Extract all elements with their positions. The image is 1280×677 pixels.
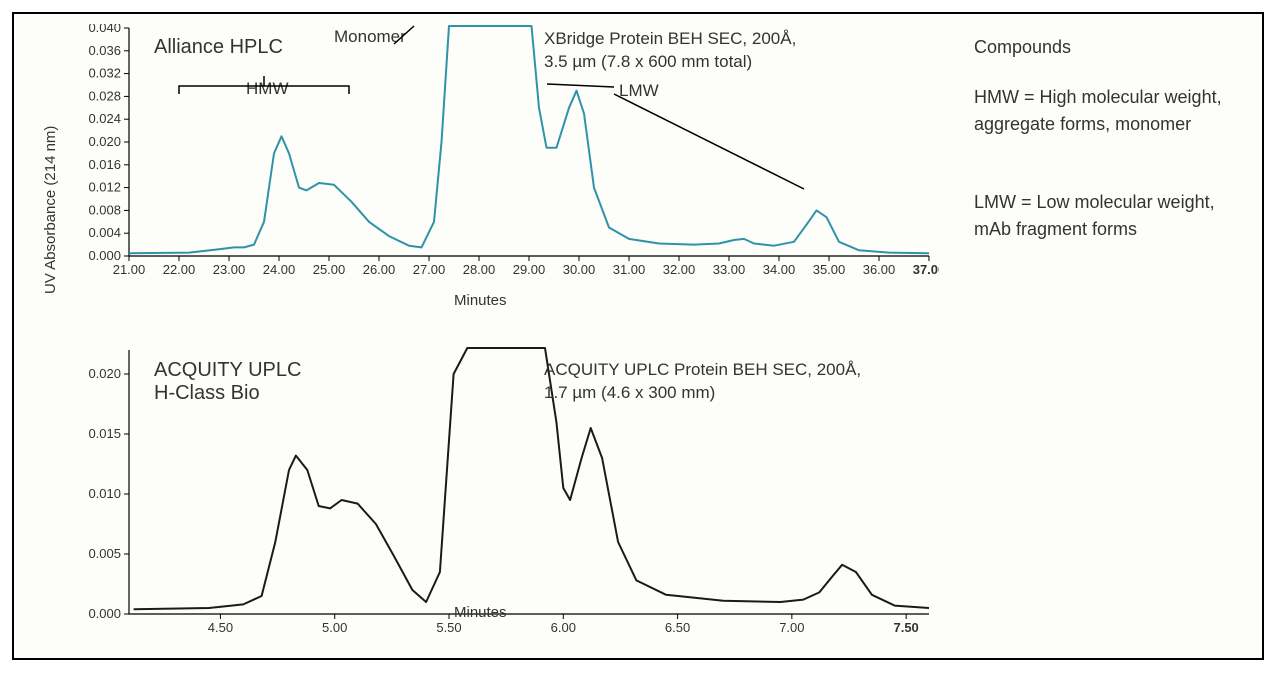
lmw-definition: LMW = Low molecular weight, mAb fragment… (974, 189, 1244, 243)
svg-text:0.000: 0.000 (88, 606, 121, 621)
svg-text:37.00: 37.00 (913, 262, 939, 277)
bottom-x-axis-label: Minutes (454, 604, 507, 621)
top-x-axis-label: Minutes (454, 292, 507, 309)
svg-text:5.50: 5.50 (436, 620, 461, 635)
svg-text:35.00: 35.00 (813, 262, 846, 277)
compounds-heading: Compounds (974, 34, 1234, 61)
svg-text:23.00: 23.00 (213, 262, 246, 277)
svg-text:24.00: 24.00 (263, 262, 296, 277)
svg-text:0.016: 0.016 (88, 157, 121, 172)
svg-text:0.000: 0.000 (88, 248, 121, 263)
svg-text:0.028: 0.028 (88, 88, 121, 103)
svg-text:6.00: 6.00 (551, 620, 576, 635)
svg-text:0.010: 0.010 (88, 486, 121, 501)
svg-text:0.012: 0.012 (88, 180, 121, 195)
top-column-label: XBridge Protein BEH SEC, 200Å, 3.5 µm (7… (544, 28, 884, 74)
y-axis-label: UV Absorbance (214 nm) (42, 126, 59, 294)
top-chart-title: Alliance HPLC (154, 36, 283, 59)
svg-text:0.036: 0.036 (88, 43, 121, 58)
svg-text:28.00: 28.00 (463, 262, 496, 277)
svg-text:29.00: 29.00 (513, 262, 546, 277)
svg-text:6.50: 6.50 (665, 620, 690, 635)
svg-text:22.00: 22.00 (163, 262, 196, 277)
svg-text:32.00: 32.00 (663, 262, 696, 277)
svg-text:0.040: 0.040 (88, 24, 121, 35)
svg-text:0.008: 0.008 (88, 202, 121, 217)
bottom-column-label: ACQUITY UPLC Protein BEH SEC, 200Å, 1.7 … (544, 359, 904, 405)
svg-text:4.50: 4.50 (208, 620, 233, 635)
svg-text:36.00: 36.00 (863, 262, 896, 277)
svg-text:7.00: 7.00 (779, 620, 804, 635)
monomer-label: Monomer (334, 26, 406, 49)
svg-text:31.00: 31.00 (613, 262, 646, 277)
svg-text:0.024: 0.024 (88, 111, 121, 126)
svg-text:0.004: 0.004 (88, 225, 121, 240)
svg-text:27.00: 27.00 (413, 262, 446, 277)
svg-text:34.00: 34.00 (763, 262, 796, 277)
svg-text:0.032: 0.032 (88, 66, 121, 81)
svg-text:0.015: 0.015 (88, 426, 121, 441)
svg-text:33.00: 33.00 (713, 262, 746, 277)
svg-text:30.00: 30.00 (563, 262, 596, 277)
svg-text:7.50: 7.50 (893, 620, 918, 635)
svg-text:25.00: 25.00 (313, 262, 346, 277)
lmw-label: LMW (619, 80, 659, 103)
hmw-definition: HMW = High molecular weight, aggregate f… (974, 84, 1244, 138)
svg-text:0.020: 0.020 (88, 366, 121, 381)
svg-text:0.005: 0.005 (88, 546, 121, 561)
svg-text:5.00: 5.00 (322, 620, 347, 635)
svg-text:26.00: 26.00 (363, 262, 396, 277)
bottom-chart-title: ACQUITY UPLC H-Class Bio (154, 359, 301, 405)
svg-text:21.00: 21.00 (113, 262, 146, 277)
svg-text:0.020: 0.020 (88, 134, 121, 149)
figure-frame: UV Absorbance (214 nm) 0.000 0.004 0.008 0.… (12, 12, 1264, 660)
hmw-label: HMW (246, 78, 288, 101)
